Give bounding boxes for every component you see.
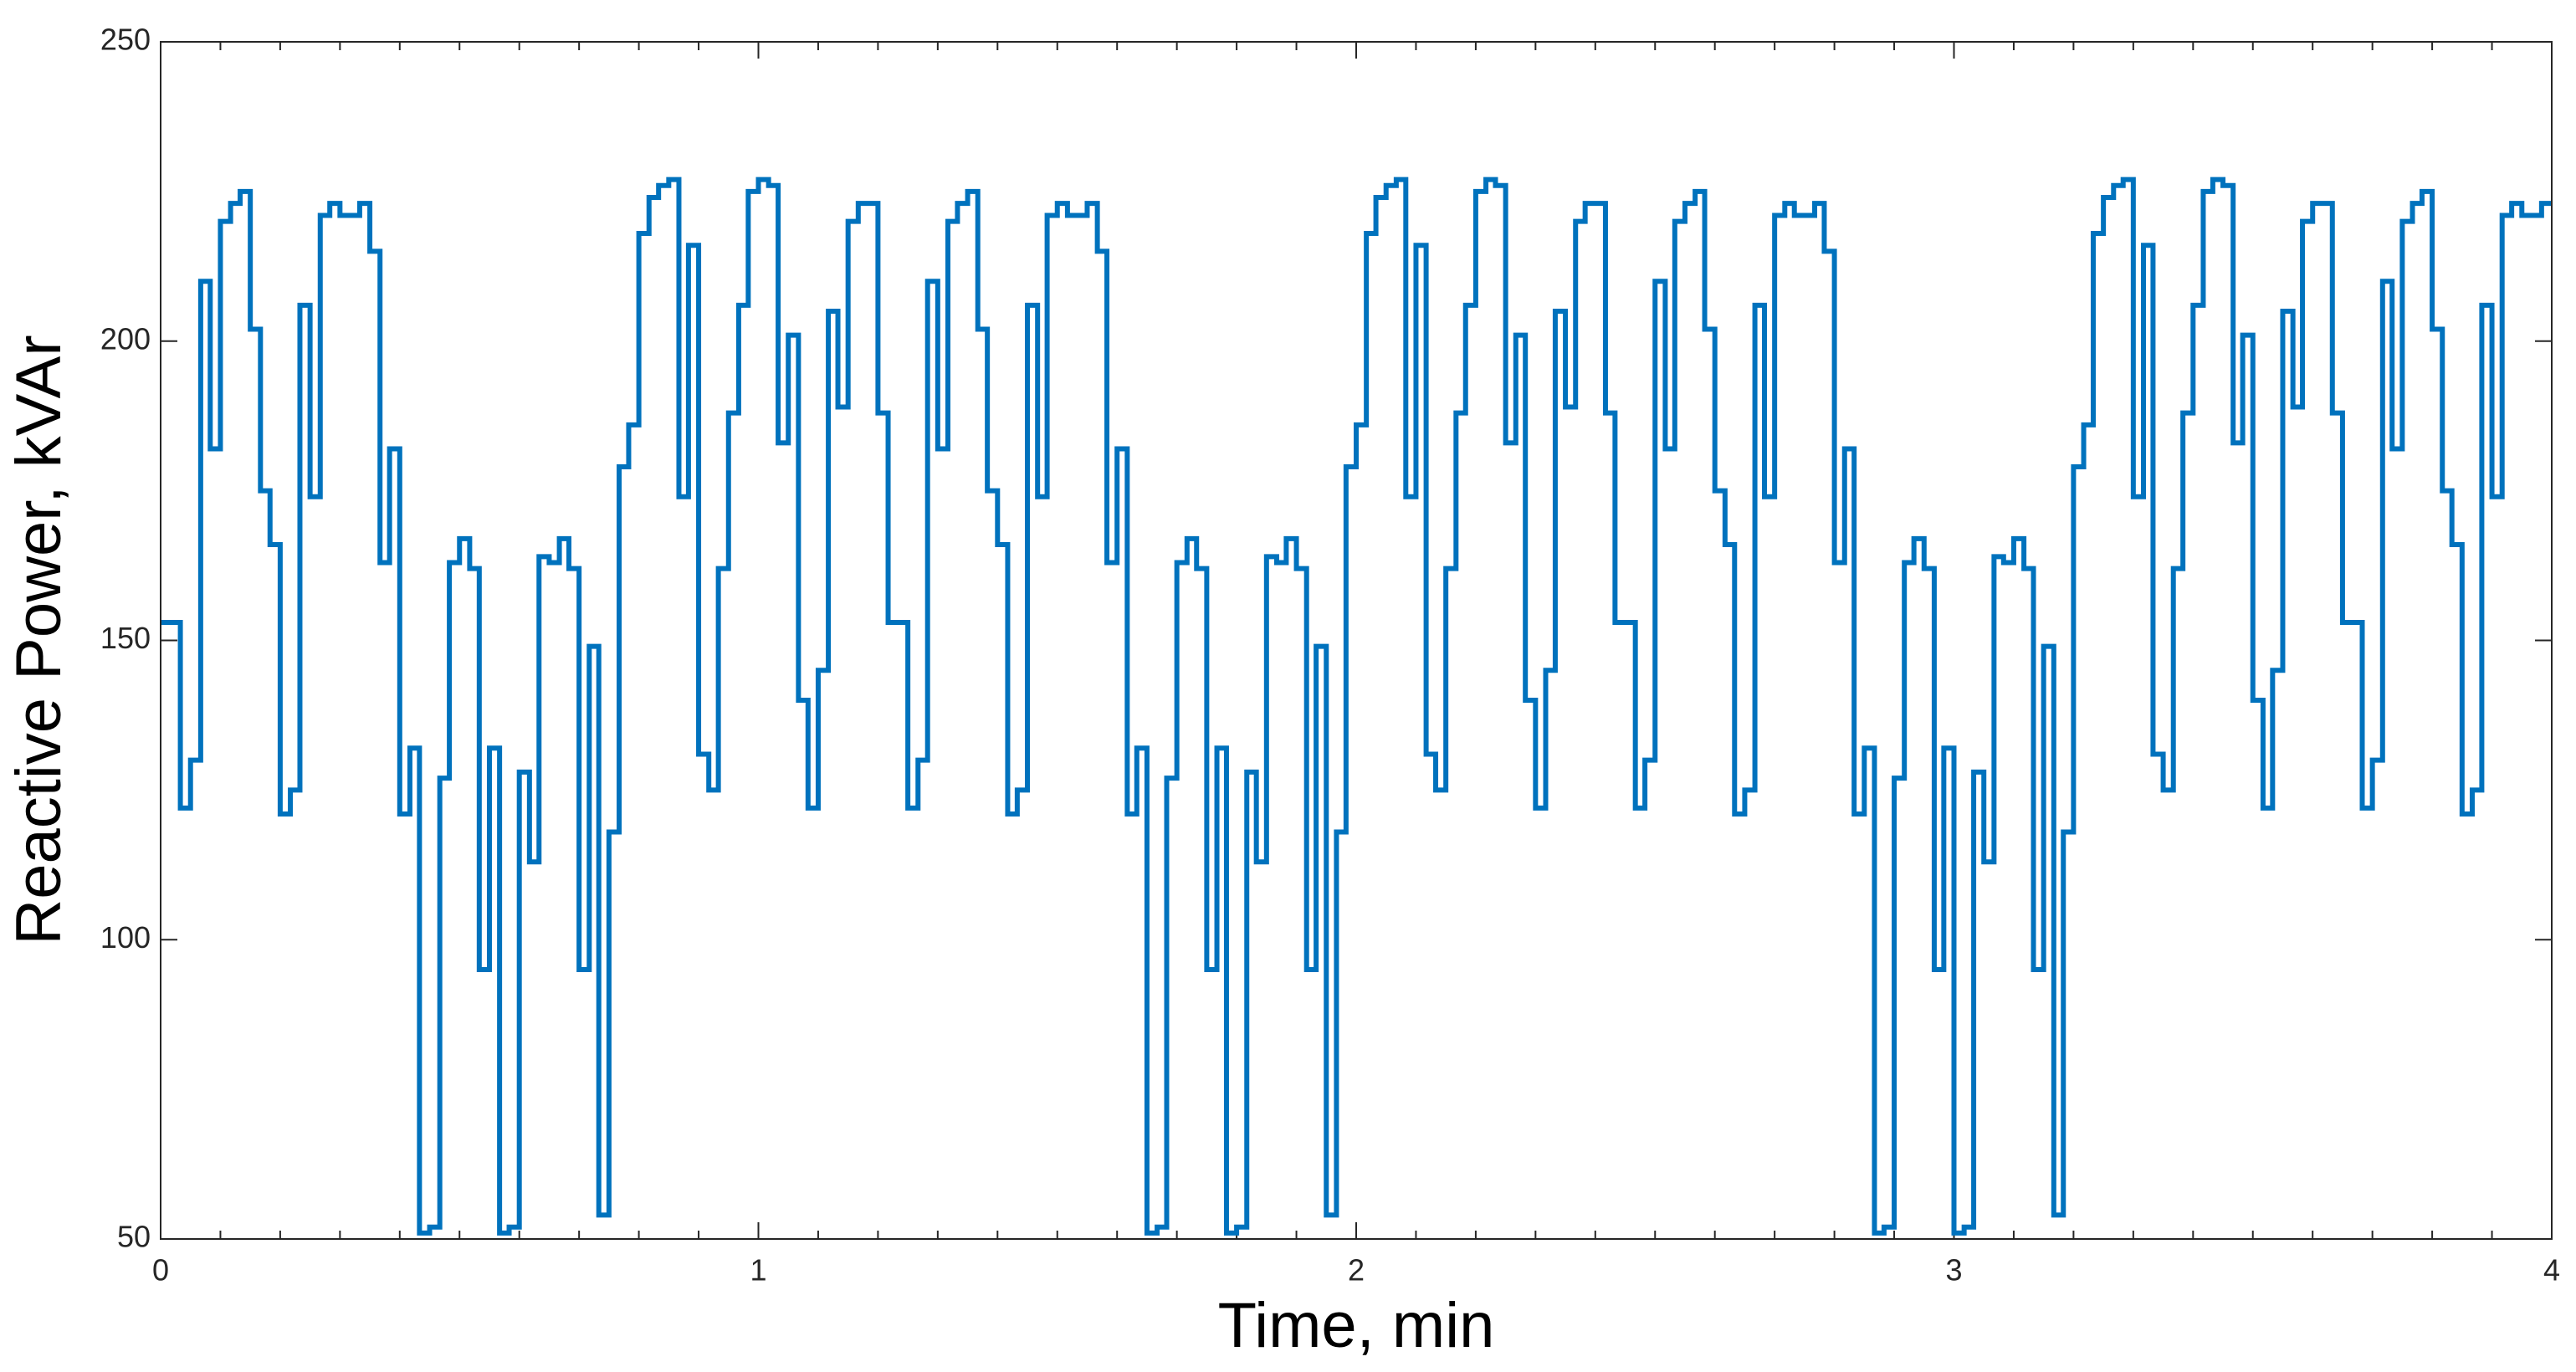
y-tick-label: 100 xyxy=(100,920,151,955)
series-line xyxy=(161,177,2552,1236)
y-tick-label: 200 xyxy=(100,321,151,356)
x-tick-label: 2 xyxy=(1348,1253,1365,1288)
plot-frame xyxy=(160,41,2553,1240)
y-tick-label: 50 xyxy=(117,1220,151,1254)
y-tick-label: 150 xyxy=(100,621,151,655)
y-axis-label: Reactive Power, kVAr xyxy=(3,335,74,945)
x-tick-label: 4 xyxy=(2543,1253,2560,1288)
x-tick-label: 0 xyxy=(152,1253,169,1288)
x-tick-label: 3 xyxy=(1945,1253,1962,1288)
y-tick-label: 250 xyxy=(100,23,151,57)
x-axis-label: Time, min xyxy=(1218,1290,1495,1361)
x-tick-label: 1 xyxy=(750,1253,766,1288)
